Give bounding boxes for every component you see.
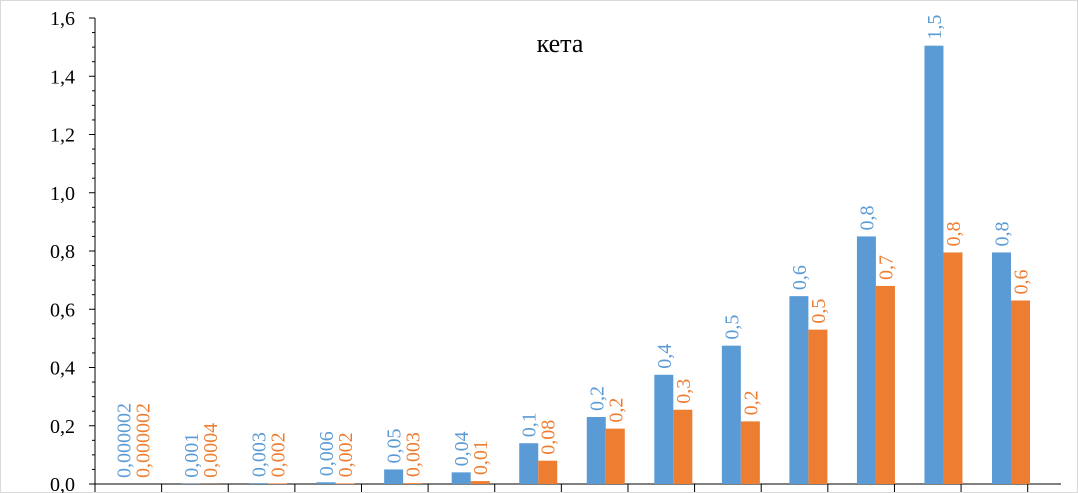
bar-series-1 — [856, 236, 876, 484]
y-tick-label: 1,4 — [50, 66, 75, 88]
bar-series-1 — [992, 252, 1011, 484]
bar-series-2 — [740, 421, 760, 484]
bar-series-1 — [586, 417, 606, 484]
bar-series-2 — [605, 428, 625, 484]
data-label-series-1: 0,4 — [654, 344, 676, 369]
axis-layer: 0,0 0,2 0,4 0,6 0,8 1,0 1,2 1,4 1,6 — [50, 8, 1061, 493]
data-label-series-2: 0,8 — [943, 221, 965, 246]
y-tick-label: 0,6 — [50, 299, 75, 321]
bar-series-2 — [1011, 300, 1030, 484]
data-label-series-2: 0,5 — [808, 299, 830, 324]
data-label-series-2: 0,000002 — [133, 403, 155, 478]
bar-series-2 — [538, 460, 558, 484]
bar-series-1 — [721, 345, 741, 484]
data-label-series-1: 0,003 — [249, 432, 271, 477]
data-label-series-2: 0,2 — [605, 398, 627, 423]
bar-series-1 — [789, 296, 809, 484]
data-label-series-2: 0,08 — [538, 420, 560, 455]
bar-series-2 — [875, 285, 895, 484]
y-tick-label: 0,2 — [50, 416, 75, 438]
data-label-series-1: 0,8 — [856, 205, 878, 230]
data-label-series-1: 0,001 — [181, 433, 203, 478]
bar-layer — [114, 45, 1030, 484]
y-tick-label: 1,0 — [50, 183, 75, 205]
bar-series-2 — [470, 481, 490, 484]
data-label-series-1: 0,1 — [519, 412, 541, 437]
data-label-series-1: 0,05 — [384, 428, 406, 463]
bar-series-1 — [519, 443, 539, 484]
y-tick-label: 0,0 — [50, 474, 75, 493]
bar-series-2 — [808, 329, 828, 484]
data-label-series-2: 0,2 — [740, 390, 762, 415]
bar-series-2 — [403, 483, 423, 484]
data-label-series-1: 0,000002 — [114, 403, 136, 478]
chart-title: кета — [537, 29, 584, 58]
data-label-series-2: 0,003 — [403, 432, 425, 477]
bar-series-1 — [451, 472, 471, 484]
data-label-series-1: 0,5 — [721, 315, 743, 340]
data-label-series-1: 0,2 — [586, 386, 608, 411]
y-tick-label: 1,6 — [50, 8, 75, 30]
data-label-series-2: 0,002 — [335, 432, 357, 477]
data-label-series-2: 0,0004 — [200, 423, 222, 478]
data-label-series-1: 0,04 — [451, 431, 473, 466]
bar-series-1 — [384, 469, 404, 484]
bar-series-1 — [924, 45, 944, 484]
y-tick-label: 1,2 — [50, 125, 75, 147]
data-label-series-2: 0,6 — [1011, 270, 1033, 295]
bar-series-2 — [268, 483, 288, 484]
y-tick-label: 0,8 — [50, 241, 75, 263]
data-label-series-2: 0,7 — [875, 255, 897, 280]
bar-series-2 — [335, 483, 355, 484]
data-label-series-2: 0,01 — [470, 440, 492, 475]
data-label-series-2: 0,002 — [268, 432, 290, 477]
y-tick-label: 0,4 — [50, 358, 75, 380]
bar-series-1 — [249, 483, 269, 484]
data-label-series-1: 0,8 — [992, 221, 1014, 246]
bar-series-2 — [943, 252, 963, 484]
bar-series-1 — [654, 374, 674, 484]
data-label-series-1: 1,5 — [924, 15, 946, 40]
data-label-series-2: 0,3 — [673, 379, 695, 404]
bar-series-2 — [673, 409, 693, 484]
bar-series-1 — [316, 482, 336, 484]
data-label-series-1: 0,006 — [316, 431, 338, 476]
data-label-series-1: 0,6 — [789, 265, 811, 290]
